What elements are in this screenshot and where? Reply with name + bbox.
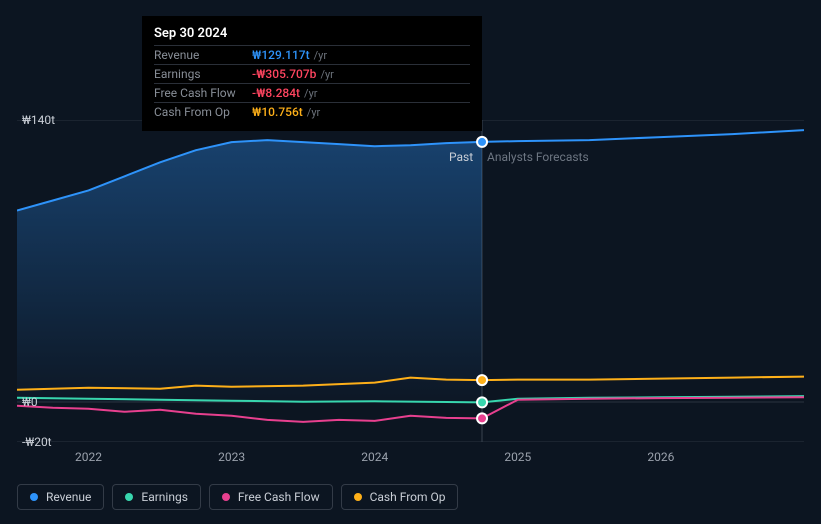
tooltip-metric-label: Revenue: [154, 48, 252, 62]
tooltip-metric-unit: /yr: [307, 106, 320, 119]
tooltip-row: Free Cash Flow-₩8.284t/yr: [154, 83, 470, 102]
tooltip-metric-unit: /yr: [314, 49, 327, 62]
tooltip-metric-label: Free Cash Flow: [154, 86, 252, 100]
past-label: Past: [449, 150, 473, 164]
legend-label: Cash From Op: [370, 490, 446, 504]
legend-label: Earnings: [141, 490, 188, 504]
legend-label: Free Cash Flow: [238, 490, 320, 504]
forecast-label: Analysts Forecasts: [487, 150, 589, 164]
legend-item[interactable]: Free Cash Flow: [209, 484, 333, 510]
y-axis-label: -₩20t: [22, 435, 52, 449]
x-axis-label: 2023: [218, 450, 245, 464]
tooltip-metric-label: Cash From Op: [154, 105, 252, 119]
tooltip-row: Revenue₩129.117t/yr: [154, 45, 470, 64]
legend-dot-icon: [354, 493, 362, 501]
x-axis-label: 2022: [75, 450, 102, 464]
legend-label: Revenue: [46, 490, 91, 504]
tooltip-metric-unit: /yr: [320, 68, 333, 81]
y-axis-label: ₩140t: [22, 113, 55, 127]
tooltip-metric-value: -₩305.707b: [252, 67, 316, 81]
legend-dot-icon: [30, 493, 38, 501]
tooltip-metric-value: ₩10.756t: [252, 105, 303, 119]
x-axis-label: 2026: [647, 450, 674, 464]
y-axis-label: ₩0: [22, 395, 38, 409]
legend-item[interactable]: Earnings: [112, 484, 201, 510]
chart-legend: Revenue Earnings Free Cash Flow Cash From O…: [17, 484, 458, 510]
financials-chart: [17, 120, 804, 442]
tooltip-metric-value: ₩129.117t: [252, 48, 310, 62]
legend-item[interactable]: Cash From Op: [341, 484, 459, 510]
tooltip-row: Cash From Op₩10.756t/yr: [154, 102, 470, 121]
legend-dot-icon: [125, 493, 133, 501]
x-axis-label: 2025: [504, 450, 531, 464]
legend-dot-icon: [222, 493, 230, 501]
tooltip-metric-value: -₩8.284t: [252, 86, 300, 100]
tooltip-metric-unit: /yr: [304, 87, 317, 100]
x-axis-label: 2024: [361, 450, 388, 464]
tooltip-metric-label: Earnings: [154, 67, 252, 81]
legend-item[interactable]: Revenue: [17, 484, 104, 510]
tooltip-date: Sep 30 2024: [154, 26, 470, 45]
chart-tooltip: Sep 30 2024 Revenue₩129.117t/yrEarnings-…: [142, 16, 482, 131]
tooltip-row: Earnings-₩305.707b/yr: [154, 64, 470, 83]
